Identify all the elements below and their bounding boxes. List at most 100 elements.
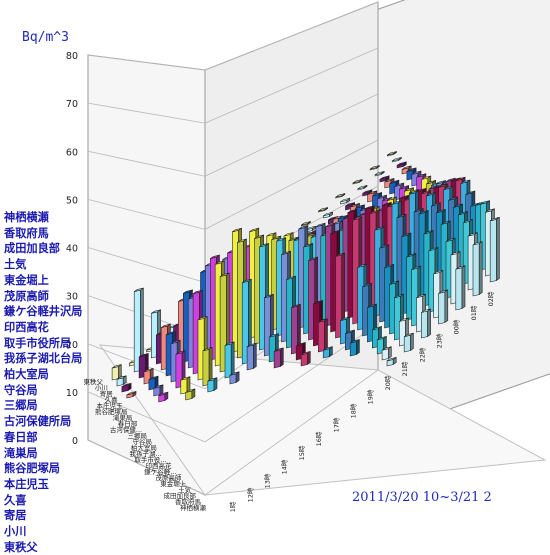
gridline [87,439,206,496]
legend-entry: 春日部 [4,430,38,444]
bar-top [347,209,358,214]
bar-top [411,265,421,270]
bar [421,308,431,339]
depth-tick-label: 印西高花 [146,461,173,470]
bar-top [440,220,451,225]
bar-front [455,267,463,311]
bar-top [281,250,291,256]
bar-top [396,161,407,166]
bar-top [433,270,444,275]
bar-top [229,371,240,376]
bar-front [381,348,389,361]
y-tick-label: 80 [66,51,78,62]
bar-top [264,294,274,299]
bar [323,211,333,219]
bar-top [185,388,196,393]
bar-top [472,241,483,246]
bar-top [153,384,164,389]
x-tick-label: 23時 [436,333,444,348]
x-tick-label: 00時 [453,319,461,334]
y-tick-label: 0 [72,436,78,447]
bar-side [496,216,500,282]
bar-top [421,190,431,195]
bar-top [364,205,375,210]
bar-top [355,204,365,209]
bar [318,207,329,213]
bar [126,390,137,399]
bar-front [403,334,411,353]
bar-top [116,375,127,380]
bar [246,342,257,371]
bar-top [384,178,395,183]
bar-top [381,346,392,351]
depth-tick-label: 土気 [178,485,192,494]
bar-side [478,240,483,296]
bar-top [367,303,377,308]
bar-top [352,216,363,221]
depth-tick-label: 小川 [95,383,108,392]
bar-top [367,190,377,195]
legend-entry: 小川 [4,525,27,539]
y-tick-label: 70 [66,99,78,110]
bar-top [431,202,441,207]
bar [116,375,127,387]
legend: 神栖横瀬 香取府馬 成田加良部 土気 東金堀上 茂原高師 鎌ケ谷軽井沢局 印西高花 取手市役所局… [4,210,116,555]
x-tick-label: 21時 [401,361,409,376]
legend-entry: 滝巣局 [4,446,38,460]
bar-front [349,341,357,357]
bar [335,193,346,199]
bar-top [382,202,392,207]
bar-top [374,226,385,231]
bar [185,388,196,401]
bar-top [374,171,385,176]
bar-top [428,185,439,190]
bar-top [350,339,360,344]
depth-tick-label: 東秩父 [83,377,103,386]
gridline [87,150,206,177]
depth-tick-label: 香取府馬 [175,497,202,506]
x-tick-label: 22時 [418,347,426,362]
bar-top [345,202,355,207]
bar-top [438,183,449,188]
bar [317,318,328,353]
depth-tick-label: 神栖横瀬 [180,503,207,512]
bar-top [455,265,466,270]
y-tick-label: 60 [66,147,78,158]
depth-tick-labels: 神栖横瀬香取府馬成田加良部土気東金堀上茂原高師鎌ケ谷軽...印西高花取手市役..… [83,377,206,512]
bar [322,346,333,359]
bar-top [362,189,373,194]
bar-top [237,238,247,243]
legend-entry: 柏大室局 [4,368,49,382]
bar-top [271,235,282,240]
legend-entry: 古河保健所局 [4,415,72,429]
bar [153,384,164,397]
legend-entry: 印西高花 [4,320,49,334]
bar-top [325,222,336,228]
bar-top [207,377,218,382]
legend-entry: 本庄児玉 [4,477,49,491]
bar-front [489,218,497,283]
bar-top [436,209,446,214]
bar [158,391,169,403]
bar-top [480,200,490,205]
bar-top [313,300,323,305]
bar-top [111,364,122,369]
legend-entry: 土気 [4,258,27,272]
bar-top [259,243,269,248]
bar-side [356,339,360,356]
depth-tick-label: 熊谷肥塚局 [95,407,128,416]
bar [472,240,483,297]
bar-top [308,256,318,261]
bar [352,179,363,185]
bar-top [426,192,436,197]
bar-top [406,253,417,258]
bar-top [269,333,279,338]
bar-top [391,200,402,205]
bar-top [266,232,277,237]
bar-side [230,341,235,378]
legend-entry: 神栖横瀬 [4,211,49,224]
bars [111,151,500,403]
bar-top [288,236,299,241]
depth-tick-label: 取手市役... [134,455,166,464]
bar [381,346,392,361]
